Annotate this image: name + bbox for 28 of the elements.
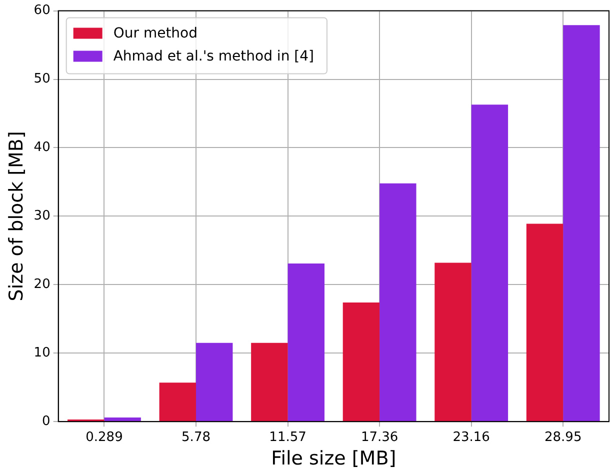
legend-label: Ahmad et al.'s method in [4] [113,48,314,64]
y-tick-label: 30 [34,208,50,224]
y-tick-label: 50 [34,72,50,87]
y-axis-title: Size of block [MB] [5,131,28,302]
bar [159,382,196,422]
y-tick-label: 60 [34,3,50,18]
x-tick-label: 28.95 [544,430,582,445]
bar [196,342,233,422]
bar [342,302,380,422]
bar [563,25,600,422]
x-tick-label: 0.289 [86,430,123,445]
x-axis-title: File size [MB] [271,448,396,470]
bar [526,224,564,422]
bar [251,342,288,422]
x-tick-label: 23.16 [452,430,490,445]
y-tick-label: 0 [42,414,50,429]
bar [104,417,141,422]
bar [434,262,472,422]
bar [471,104,508,422]
bar [288,263,324,422]
legend-label: Our method [113,25,198,42]
y-tick-label: 40 [34,140,50,156]
y-tick-label: 20 [34,277,50,292]
bar [380,183,416,422]
x-tick-label: 17.36 [360,430,398,445]
x-tick-label: 5.78 [182,430,210,445]
y-tick-label: 10 [34,346,50,361]
x-tick-label: 11.57 [269,430,306,445]
